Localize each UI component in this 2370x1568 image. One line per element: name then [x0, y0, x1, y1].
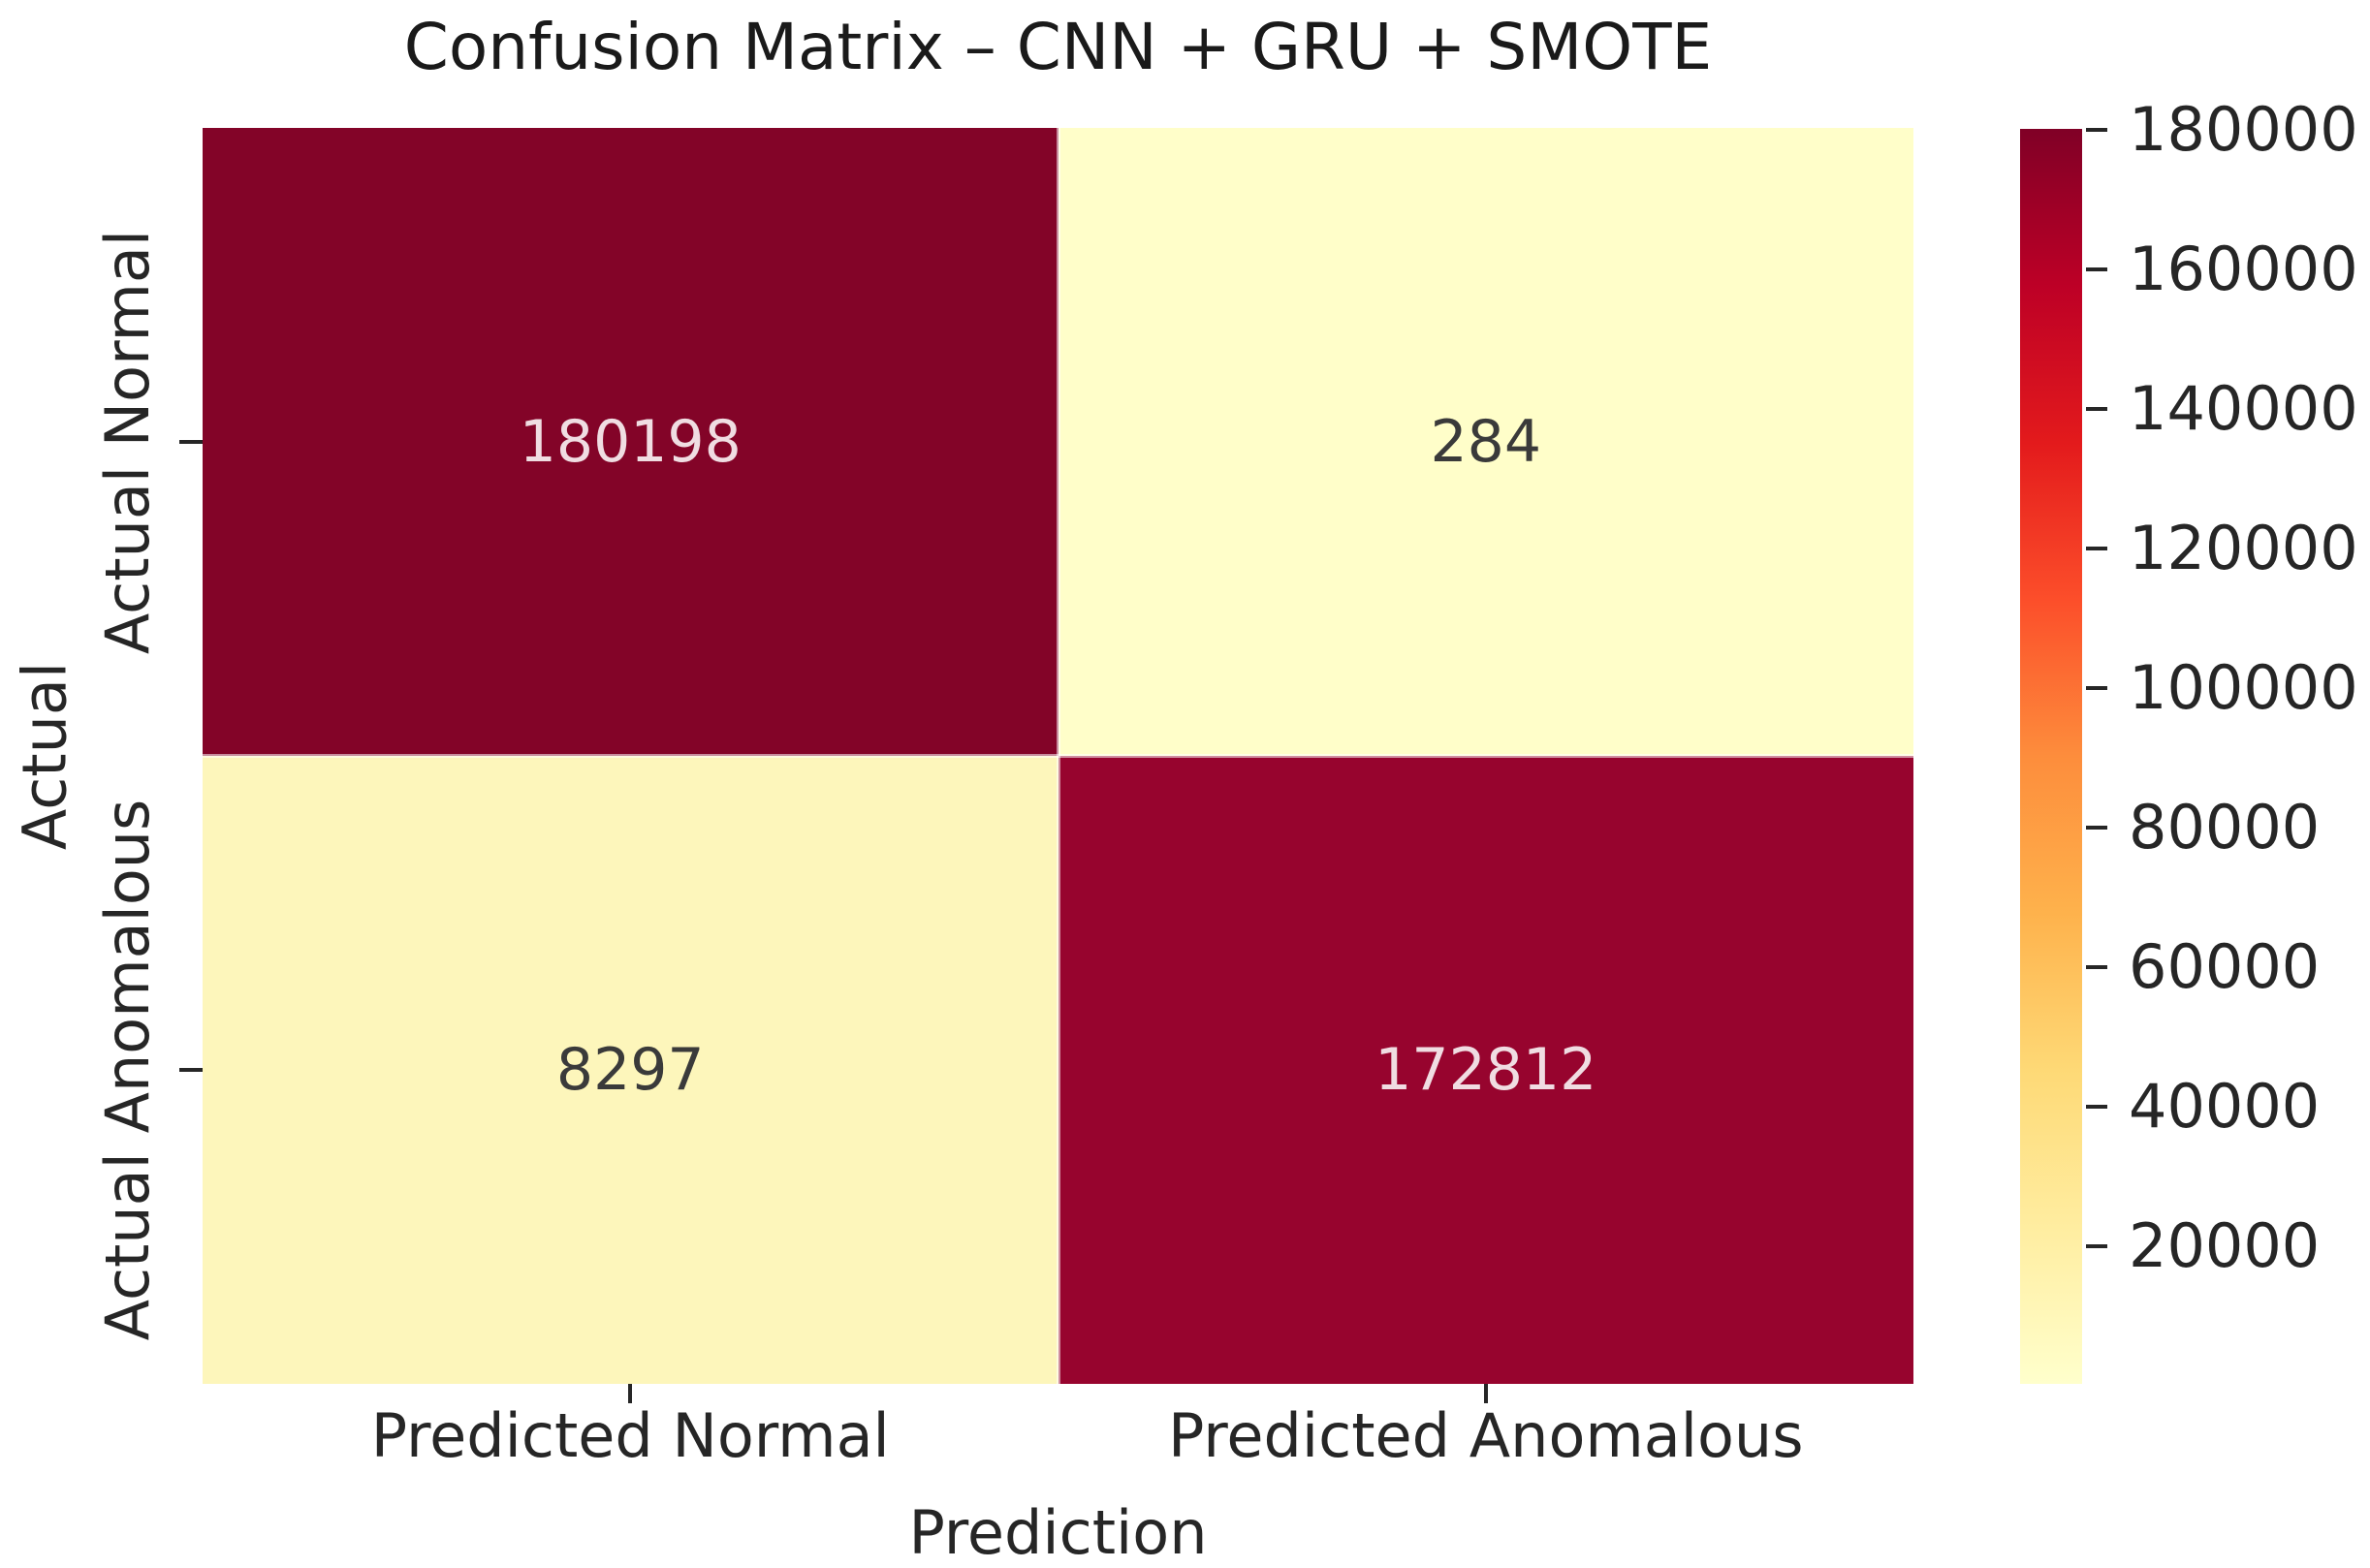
colorbar-tick-mark [2086, 1244, 2107, 1249]
x-tick-label: Predicted Anomalous [1167, 1400, 1804, 1471]
colorbar-tick-label: 180000 [2129, 94, 2358, 166]
y-tick-label: Actual Anomalous [92, 799, 163, 1341]
x-tick-mark [1483, 1384, 1488, 1403]
x-tick-label: Predicted Normal [370, 1400, 890, 1471]
x-tick-mark [628, 1384, 633, 1403]
heatmap-cell: 284 [1058, 128, 1913, 756]
colorbar-tick-label: 20000 [2129, 1210, 2321, 1282]
y-tick-mark [179, 440, 203, 444]
colorbar-tick-label: 60000 [2129, 931, 2321, 1003]
colorbar-tick-mark [2086, 686, 2107, 691]
colorbar-tick-label: 120000 [2129, 513, 2358, 584]
y-tick-mark [179, 1068, 203, 1072]
colorbar-tick-mark [2086, 128, 2107, 133]
colorbar-tick-mark [2086, 407, 2107, 412]
heatmap-cell: 8297 [203, 756, 1059, 1384]
colorbar-tick-mark [2086, 547, 2107, 551]
colorbar-tick-label: 160000 [2129, 234, 2358, 305]
cell-value: 172812 [1375, 1036, 1597, 1104]
heatmap-grid: 172812 8297 284 180198 [203, 128, 1913, 1384]
colorbar [2020, 129, 2082, 1384]
y-tick-label: Actual Normal [92, 229, 163, 655]
cell-separator-horizontal [203, 754, 1913, 758]
colorbar-tick-mark [2086, 826, 2107, 831]
cell-value: 284 [1430, 408, 1542, 476]
y-axis-label: Actual [9, 661, 80, 851]
colorbar-tick-label: 140000 [2129, 373, 2358, 445]
heatmap-cell: 172812 [1058, 756, 1913, 1384]
chart-title: Confusion Matrix – CNN + GRU + SMOTE [403, 10, 1713, 84]
colorbar-tick-label: 100000 [2129, 652, 2358, 724]
colorbar-tick-label: 80000 [2129, 792, 2321, 863]
colorbar-tick-mark [2086, 965, 2107, 970]
x-axis-label: Prediction [908, 1497, 1208, 1568]
colorbar-tick-mark [2086, 1105, 2107, 1110]
cell-value: 180198 [519, 408, 742, 476]
heatmap-cell: 180198 [203, 128, 1059, 756]
cell-value: 8297 [555, 1036, 705, 1104]
colorbar-tick-label: 40000 [2129, 1071, 2321, 1143]
colorbar-tick-mark [2086, 267, 2107, 272]
